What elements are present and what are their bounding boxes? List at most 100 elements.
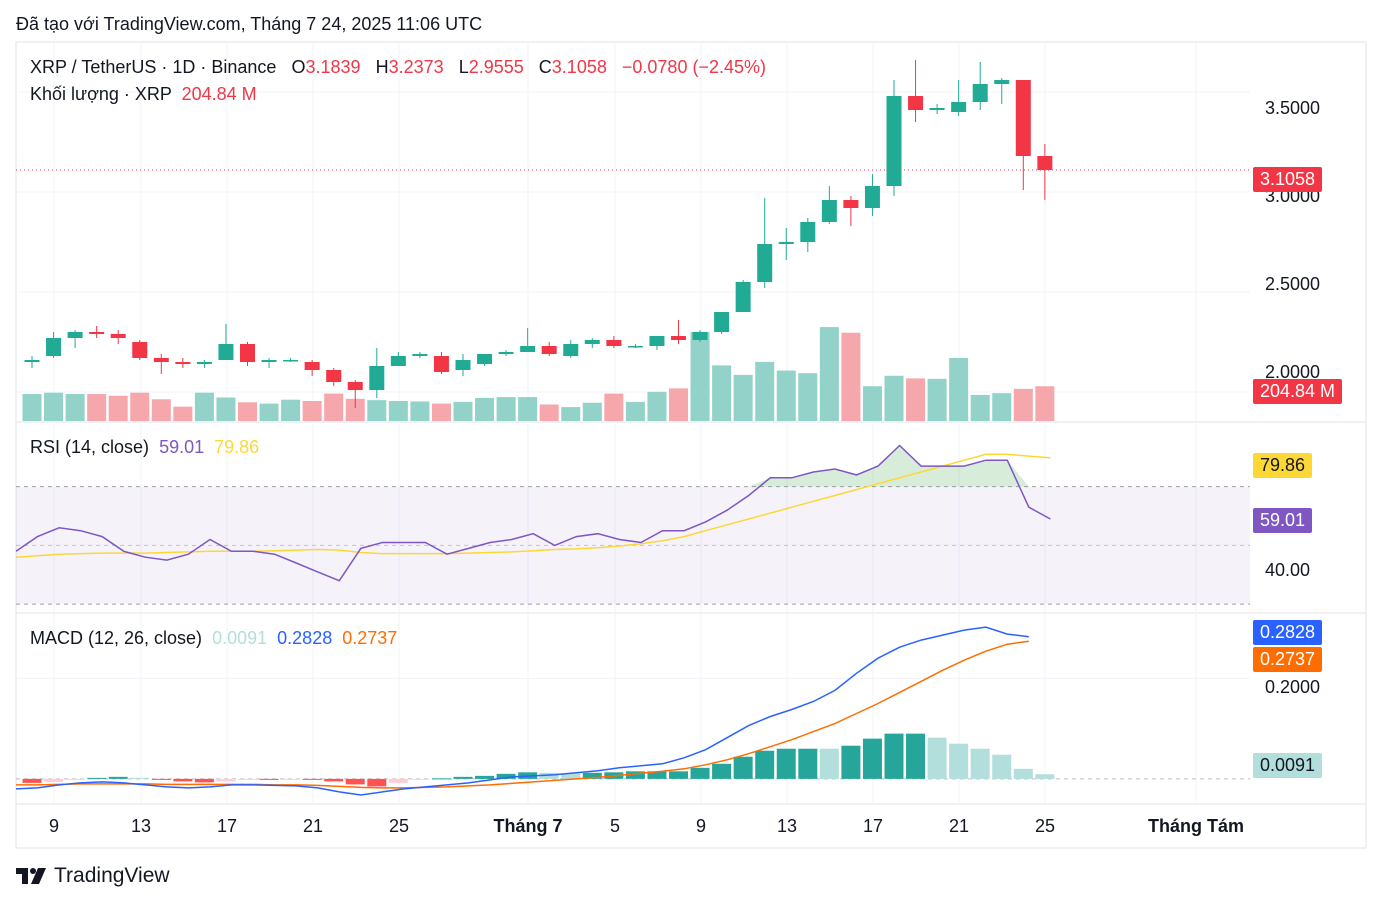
candle-body xyxy=(477,354,493,364)
macd-histogram-bar xyxy=(906,733,926,779)
candle-body xyxy=(218,344,234,360)
macd-histogram-bar xyxy=(87,777,107,779)
macd-axis-label: 0.2000 xyxy=(1265,677,1321,697)
rsi-overbought-fill xyxy=(16,445,1051,487)
volume-bar xyxy=(431,403,451,421)
volume-bar xyxy=(151,399,171,421)
candle-body xyxy=(843,200,859,208)
macd-histogram-bar xyxy=(992,754,1012,779)
open-value: 3.1839 xyxy=(305,57,361,77)
candle-body xyxy=(390,356,406,366)
candle-body xyxy=(498,352,514,354)
candle-body xyxy=(240,344,255,362)
price-axis-label: 2.0000 xyxy=(1265,362,1321,382)
macd-line-value: 0.2828 xyxy=(277,628,333,648)
macd-histogram-bar xyxy=(302,778,322,780)
volume-bar xyxy=(949,357,969,421)
volume-bar xyxy=(475,397,495,421)
macd-histogram-bar xyxy=(259,778,279,780)
volume-bar xyxy=(712,365,732,421)
volume-bar xyxy=(108,395,128,421)
candle-body xyxy=(994,80,1010,84)
macd-histogram-bar xyxy=(324,778,344,782)
macd-histogram-bar xyxy=(281,778,301,780)
x-tick-label: 5 xyxy=(609,816,621,836)
chart-caption: Đã tạo với TradingView.com, Tháng 7 24, … xyxy=(16,14,483,34)
macd-histogram-bar xyxy=(151,778,171,780)
rsi-ma-line xyxy=(15,453,1051,558)
candle-body xyxy=(735,282,751,312)
change-value: −0.0780 (−2.45%) xyxy=(621,57,766,77)
volume-bar xyxy=(669,388,688,421)
volume-bar xyxy=(647,391,667,421)
x-tick-label: 13 xyxy=(776,816,798,836)
macd-histogram-bar xyxy=(755,750,775,779)
volume-label[interactable]: Khối lượng · XRP xyxy=(30,84,172,104)
candle-body xyxy=(649,336,665,346)
volume-bar xyxy=(324,393,344,421)
volume-bar xyxy=(755,361,775,421)
candle-body xyxy=(455,360,471,370)
macd-label[interactable]: MACD (12, 26, close) xyxy=(30,628,203,648)
volume-bar xyxy=(927,378,947,421)
candle-body xyxy=(175,362,191,364)
macd-histogram-bar xyxy=(647,771,667,779)
candle-body xyxy=(821,200,837,222)
candle-body xyxy=(89,332,105,334)
volume-bar xyxy=(970,394,990,421)
hist-tag: 0.0091 xyxy=(1253,753,1323,778)
candle-body xyxy=(541,346,557,354)
volume-bar xyxy=(625,401,645,421)
macd-histogram-bar xyxy=(970,748,990,779)
macd-histogram-bar xyxy=(475,775,495,779)
candle-body xyxy=(304,362,320,370)
volume-legend: Khối lượng · XRP 204.84 M xyxy=(30,84,257,105)
candle-body xyxy=(46,338,62,356)
candle-body xyxy=(627,346,643,348)
volume-bar xyxy=(819,327,839,421)
macd-histogram-bar xyxy=(65,778,85,780)
macd-histogram-bar xyxy=(453,776,473,779)
macd-histogram-bar xyxy=(367,778,387,787)
candle-body xyxy=(1015,80,1031,156)
volume-bar xyxy=(496,397,516,421)
volume-bar xyxy=(410,401,430,421)
macd-histogram-bar xyxy=(582,772,602,779)
candle-body xyxy=(886,96,902,186)
volume-bar xyxy=(1035,386,1055,421)
x-tick-label: 21 xyxy=(302,816,324,836)
candle-body xyxy=(1037,156,1053,170)
volume-bar xyxy=(862,386,882,421)
volume-bar xyxy=(539,404,559,421)
macd-histogram-bar xyxy=(216,778,236,782)
macd-histogram-bar xyxy=(388,778,408,783)
macd-histogram-bar xyxy=(798,748,818,779)
candle-body xyxy=(757,244,773,282)
high-value: 3.2373 xyxy=(388,57,444,77)
candle-body xyxy=(153,358,169,362)
macd-histogram-bar xyxy=(776,748,796,779)
candle-body xyxy=(67,332,83,338)
rsi-label[interactable]: RSI (14, close) xyxy=(30,437,150,457)
macd-histogram-bar xyxy=(1013,768,1033,779)
symbol-name[interactable]: XRP / TetherUS · 1D · Binance xyxy=(30,57,277,77)
candle-body xyxy=(692,332,708,340)
candle-body xyxy=(326,370,342,382)
candle-body xyxy=(563,344,579,356)
candle-body xyxy=(972,84,988,102)
candle-body xyxy=(283,360,299,362)
rsi-ma-tag: 79.86 xyxy=(1253,453,1313,478)
volume-bar xyxy=(173,406,193,421)
price-tag: 3.1058 xyxy=(1253,167,1323,192)
candle-body xyxy=(864,186,880,208)
volume-bar xyxy=(238,402,257,421)
macd-histogram-bar xyxy=(927,737,947,779)
rsi-ma-value: 79.86 xyxy=(214,437,260,457)
x-tick-label: 9 xyxy=(695,816,707,836)
candle-body xyxy=(520,346,536,352)
macd-histogram-bar xyxy=(841,745,861,779)
macd-histogram-bar xyxy=(561,773,581,779)
volume-tag: 204.84 M xyxy=(1253,379,1343,404)
tradingview-logo[interactable]: TradingView xyxy=(16,864,170,888)
